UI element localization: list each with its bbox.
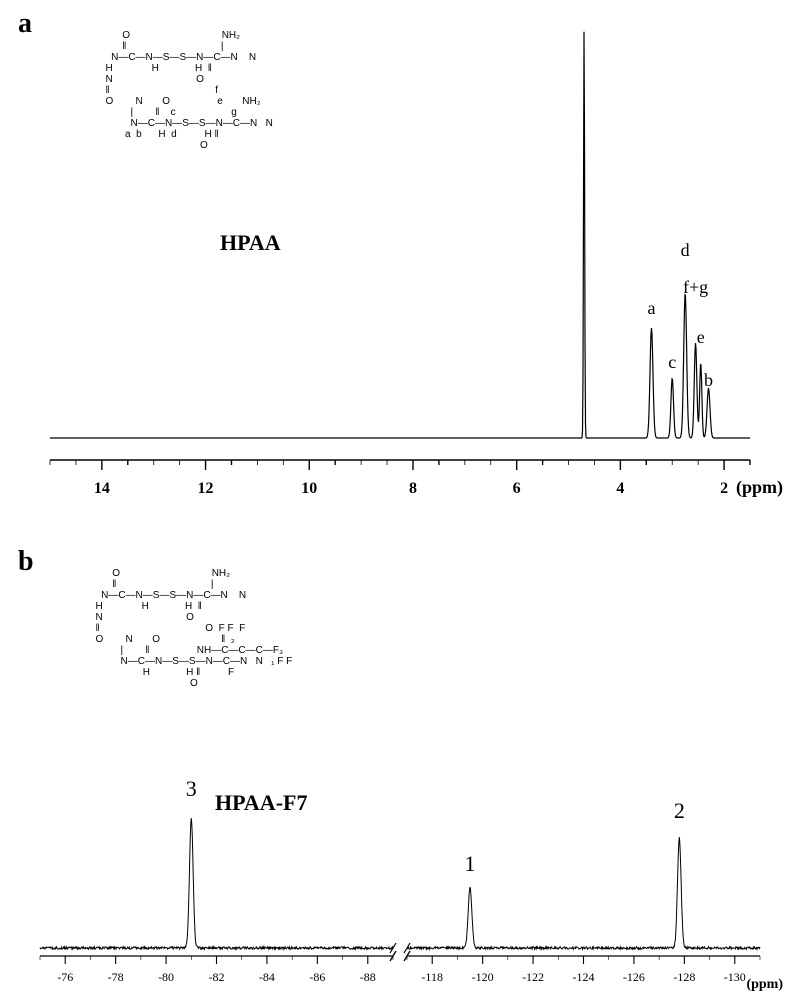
tick-b: -128 (673, 970, 695, 985)
panel-a: a O NH₂ ‖ | N—C—N—S—S—N—C—N N H H H ‖ N (0, 0, 793, 540)
structure-name-b: HPAA-F7 (215, 790, 307, 816)
tick-a: 14 (94, 480, 110, 498)
tick-b: -82 (209, 970, 225, 985)
panel-b: b O NH₂ ‖ | N—C—N—S—S—N—C—N N H H H ‖ N (0, 540, 793, 1000)
peak-label-b: 3 (186, 776, 197, 802)
tick-a: 6 (513, 480, 521, 498)
tick-b: -126 (623, 970, 645, 985)
tick-b: -120 (472, 970, 494, 985)
peak-label-a: a (647, 298, 655, 319)
axis-unit-a: (ppm) (736, 477, 783, 498)
tick-b: -118 (421, 970, 443, 985)
tick-a: 10 (301, 480, 317, 498)
tick-b: -124 (573, 970, 595, 985)
tick-a: 12 (198, 480, 214, 498)
tick-b: -86 (309, 970, 325, 985)
tick-b: -78 (108, 970, 124, 985)
tick-a: 8 (409, 480, 417, 498)
peak-label-a: c (668, 352, 676, 373)
peak-label-a: b (704, 370, 713, 391)
chem-structure-a: O NH₂ ‖ | N—C—N—S—S—N—C—N N H H H ‖ N O … (100, 30, 620, 151)
chem-structure-b: O NH₂ ‖ | N—C—N—S—S—N—C—N N H H H ‖ N O … (90, 568, 650, 689)
tick-a: 4 (616, 480, 624, 498)
peak-label-a: d (681, 240, 690, 261)
tick-b: -130 (724, 970, 746, 985)
peak-label-a: e (697, 327, 705, 348)
tick-b: -88 (360, 970, 376, 985)
axis-unit-b: (ppm) (746, 977, 783, 993)
tick-b: -80 (158, 970, 174, 985)
peak-label-a: f+g (683, 277, 708, 298)
peak-label-b: 2 (674, 798, 685, 824)
tick-b: -76 (57, 970, 73, 985)
structure-name-a: HPAA (220, 230, 281, 256)
tick-b: -84 (259, 970, 275, 985)
tick-a: 2 (720, 480, 728, 498)
tick-b: -122 (522, 970, 544, 985)
peak-label-b: 1 (465, 851, 476, 877)
